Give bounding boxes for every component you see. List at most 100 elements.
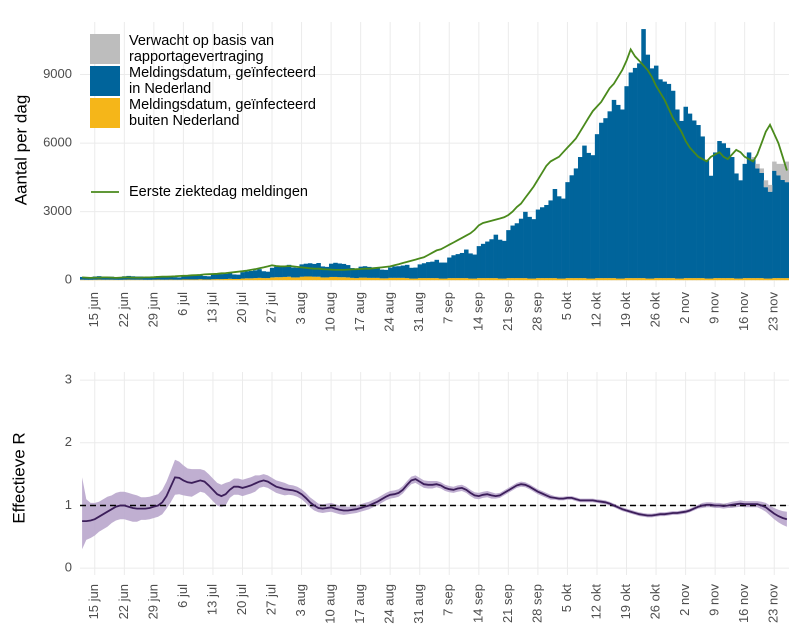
bar [160,276,165,280]
bar [662,278,667,281]
x-tick-label: 13 jul [204,292,219,323]
bar [565,278,570,281]
x-tick-label: 19 okt [618,292,633,328]
bar [303,263,309,277]
bar [324,277,330,281]
bar [784,278,789,281]
bar [577,278,583,281]
bar [189,275,195,280]
bar [307,263,313,277]
x-tick-label: 23 nov [766,584,781,624]
x-tick-label: 26 okt [648,584,663,620]
bar [784,161,789,183]
bar [227,278,233,281]
bar [426,278,431,281]
bar [518,278,524,281]
bar [88,277,93,280]
bar [312,263,317,277]
x-tick-label: 6 jul [175,292,190,316]
bar [485,241,490,279]
bar [404,264,410,279]
x-tick-label: 7 sep [441,292,456,324]
bar [413,267,418,279]
bar [468,278,473,281]
bar [502,240,507,279]
bar [662,81,667,279]
bar [658,79,663,279]
bar [552,188,558,279]
bar [409,267,414,279]
x-tick-label: 2 nov [677,292,692,324]
bar [653,65,659,279]
bar [383,278,389,281]
bar [687,278,693,281]
bar [447,278,452,281]
bar [637,63,642,279]
bar [480,278,486,281]
bar [366,277,372,281]
bar [426,262,431,279]
bar [472,278,478,281]
bar [375,267,380,278]
bar [603,278,608,281]
bar [388,277,393,281]
bar [590,155,596,279]
bar [582,278,587,281]
bar [375,277,380,281]
bar [691,278,697,281]
bar [447,257,452,279]
legend-swatch [90,98,120,128]
bar [181,275,186,280]
bar [755,278,760,281]
bar [721,278,726,281]
bar [328,276,334,281]
bar [366,266,372,278]
bar [286,276,292,281]
bar [755,168,760,279]
x-tick-label: 31 aug [411,292,426,332]
bar [679,120,684,279]
bar [244,271,250,279]
bar [729,157,735,279]
bar [282,276,288,281]
x-tick-label: 7 sep [441,584,456,616]
bar [556,278,562,281]
bar [358,277,364,281]
bar [565,182,570,279]
r-line [82,476,788,522]
x-tick-label: 24 aug [382,292,397,332]
bar [155,279,161,281]
bar [691,120,697,279]
bar [514,278,520,281]
bar [704,159,710,279]
bar [717,278,722,281]
legend-label: Meldingsdatum, geïnfecteerd in Nederland [129,65,316,97]
bar [493,234,499,279]
bar [476,246,482,279]
bar [274,266,279,278]
bar [670,278,676,281]
x-tick-label: 12 okt [588,584,603,620]
bar [316,276,321,281]
bar [253,278,258,281]
bar [603,118,608,279]
bar [261,271,266,279]
bar [227,272,233,279]
bar [379,278,385,281]
bar [215,273,220,280]
legend-label: Eerste ziektedag meldingen [129,184,308,200]
bar [649,68,655,279]
bar [607,111,613,279]
bar [354,278,359,281]
x-tick-label: 5 okt [559,584,574,613]
x-tick-label: 28 sep [529,292,544,331]
x-tick-label: 24 aug [382,584,397,624]
bar [582,145,587,279]
bar [751,157,756,160]
bar [725,278,731,281]
bar [683,106,689,279]
bar [738,278,743,281]
bar [531,278,537,281]
bar [257,269,262,278]
bar [223,279,229,281]
